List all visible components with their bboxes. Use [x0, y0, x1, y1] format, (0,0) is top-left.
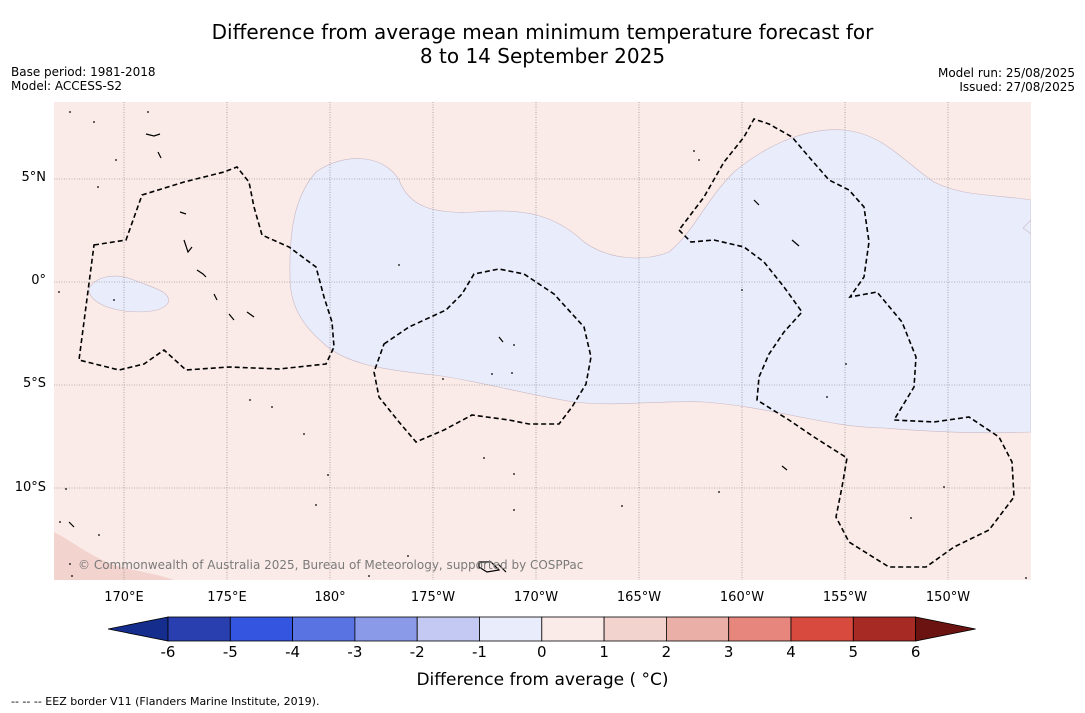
lat-tick-5s: 5°S [22, 376, 46, 391]
colorbar-segment [354, 616, 418, 642]
lon-tick-175w: 175°W [410, 590, 456, 605]
island-outlines [68, 133, 800, 573]
lon-tick-165w: 165°W [616, 590, 662, 605]
lon-tick-180: 180° [314, 590, 346, 605]
colorbar-extend-low [108, 616, 169, 642]
colorbar-segment [416, 616, 480, 642]
model-text: Model: ACCESS-S2 [11, 79, 123, 93]
cool-anomaly-east-edge [1022, 219, 1031, 235]
colorbar-segment [479, 616, 543, 642]
lat-tick-0: 0° [31, 273, 46, 288]
colorbar-tick-label: -4 [285, 643, 301, 661]
colorbar-tick-label: 3 [723, 643, 734, 661]
lon-tick-150w: 150°W [925, 590, 971, 605]
chart-title: Difference from average mean minimum tem… [0, 20, 1085, 68]
lat-tick-10s: 10°S [14, 480, 46, 495]
island-dots [58, 111, 1027, 579]
lon-tick-155w: 155°W [822, 590, 868, 605]
meta-left: Base period: 1981-2018 Model: ACCESS-S2 [11, 65, 156, 93]
colorbar-segment [728, 616, 792, 642]
colorbar-tick-label: -3 [347, 643, 363, 661]
map-panel [54, 102, 1031, 580]
warm-corner-region [54, 532, 174, 580]
lon-tick-160w: 160°W [719, 590, 765, 605]
issued-text: Issued: 27/08/2025 [959, 80, 1075, 94]
lon-tick-170w: 170°W [513, 590, 559, 605]
colorbar-segment [603, 616, 667, 642]
colorbar-tick-label: 6 [910, 643, 921, 661]
cool-anomaly-west [88, 275, 169, 313]
lat-tick-5n: 5°N [21, 170, 47, 185]
title-line-2: 8 to 14 September 2025 [419, 44, 666, 68]
eez-borders [78, 118, 1015, 568]
colorbar-tick-label: -6 [160, 643, 176, 661]
colorbar-segment [229, 616, 294, 642]
cool-anomaly-region [289, 129, 1031, 434]
lon-tick-170e: 170°E [104, 590, 144, 605]
meta-right: Model run: 25/08/2025 Issued: 27/08/2025 [938, 66, 1075, 94]
colorbar-tick-label: -2 [409, 643, 425, 661]
title-line-1: Difference from average mean minimum tem… [211, 20, 874, 44]
gridlines [54, 102, 1031, 580]
colorbar-segments [108, 616, 976, 642]
colorbar-tick-label: 5 [848, 643, 859, 661]
colorbar-segment [541, 616, 605, 642]
eez-footnote: -- -- -- EEZ border V11 (Flanders Marine… [11, 695, 320, 708]
colorbar-tick-label: 4 [786, 643, 796, 661]
colorbar-segment [790, 616, 854, 642]
colorbar-tick-label: 2 [661, 643, 672, 661]
copyright-text: © Commonwealth of Australia 2025, Bureau… [78, 558, 584, 572]
colorbar-extend-high [915, 616, 976, 642]
colorbar-tick-label: -1 [472, 643, 487, 661]
base-period-text: Base period: 1981-2018 [11, 65, 156, 79]
map-svg [54, 102, 1031, 580]
colorbar-tick-label: 1 [599, 643, 609, 661]
colorbar-tick-label: 0 [537, 643, 547, 661]
colorbar-segment [292, 616, 356, 642]
colorbar-segment [852, 616, 916, 642]
colorbar-segment [167, 616, 231, 642]
colorbar [108, 616, 976, 642]
colorbar-segment [666, 616, 730, 642]
colorbar-title: Difference from average ( °C) [416, 670, 669, 690]
model-run-text: Model run: 25/08/2025 [937, 66, 1075, 80]
colorbar-tick-label: -5 [222, 643, 238, 661]
lon-tick-175e: 175°E [207, 590, 247, 605]
